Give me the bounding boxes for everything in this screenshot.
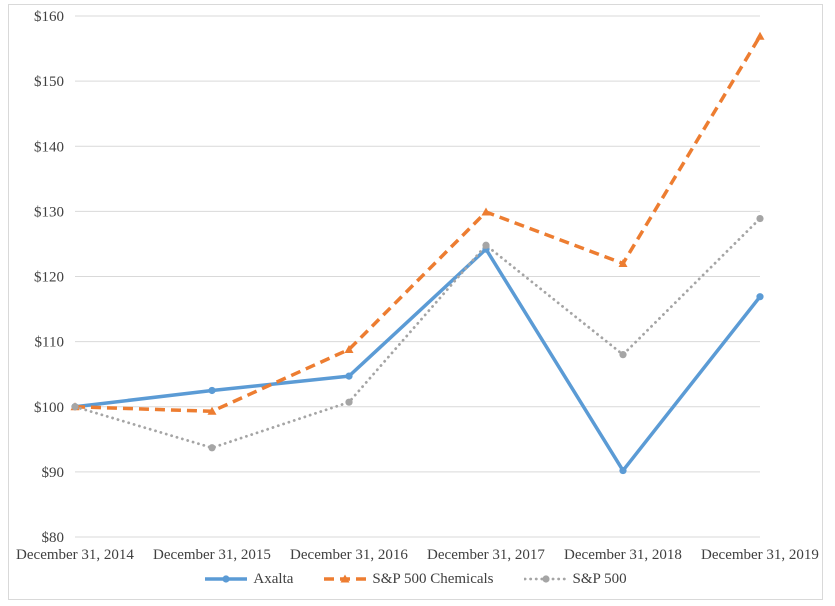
series-marker-s-p-500 <box>71 403 79 411</box>
series-line-s-p-500-chemicals <box>74 35 762 414</box>
x-axis-tick-label: December 31, 2015 <box>153 547 271 563</box>
legend-line-sample-s-p-500 <box>523 575 568 583</box>
series-line-s-p-500 <box>73 217 762 450</box>
series-marker-s-p-500-chemicals <box>755 31 765 40</box>
x-axis-tick-label: December 31, 2019 <box>701 547 819 563</box>
y-axis-tick-label: $90 <box>42 465 65 481</box>
y-axis-tick-label: $120 <box>34 270 64 286</box>
legend-label-axalta: Axalta <box>253 570 294 587</box>
legend-label-s-p-500-chemicals: S&P 500 Chemicals <box>372 570 494 587</box>
legend-line-sample-s-p-500-chemicals <box>324 574 367 583</box>
x-axis-tick-label: December 31, 2017 <box>427 547 545 563</box>
y-axis-tick-label: $140 <box>34 139 64 155</box>
y-axis-tick-label: $80 <box>42 530 65 546</box>
series-marker-s-p-500 <box>619 351 627 359</box>
series-line-axalta <box>74 247 762 473</box>
series-marker-axalta <box>208 386 216 395</box>
legend-label-s-p-500: S&P 500 <box>572 570 627 587</box>
legend-line-sample-axalta <box>205 575 248 583</box>
series-marker-axalta <box>756 293 764 301</box>
series-marker-axalta <box>345 372 353 380</box>
x-axis-tick-label: December 31, 2014 <box>16 547 134 563</box>
series-marker-s-p-500 <box>482 241 490 249</box>
legend-item-s-p-500: S&P 500 <box>523 570 627 588</box>
y-axis-tick-label: $110 <box>35 335 64 351</box>
series-marker-s-p-500-chemicals <box>618 258 628 267</box>
legend-item-axalta: Axalta <box>204 571 293 588</box>
series-marker-s-p-500-chemicals <box>207 406 217 415</box>
series-marker-s-p-500 <box>756 214 764 223</box>
y-axis-tick-label: $100 <box>34 400 64 416</box>
series-marker-s-p-500-chemicals <box>481 207 491 216</box>
series-marker-s-p-500-chemicals <box>344 344 354 353</box>
series-marker-s-p-500 <box>208 444 216 452</box>
chart-legend: Axalta S&P 500 Chemicals S&P 500 <box>8 567 823 591</box>
y-axis-tick-label: $130 <box>34 204 64 220</box>
legend-item-s-p-500-chemicals: S&P 500 Chemicals <box>323 570 494 588</box>
series-marker-axalta <box>619 466 627 475</box>
series-marker-s-p-500 <box>345 398 353 406</box>
y-axis-tick-label: $160 <box>34 9 64 25</box>
y-axis-tick-label: $150 <box>34 74 64 90</box>
x-axis-tick-label: December 31, 2018 <box>564 547 682 563</box>
x-axis-tick-label: December 31, 2016 <box>290 547 408 563</box>
